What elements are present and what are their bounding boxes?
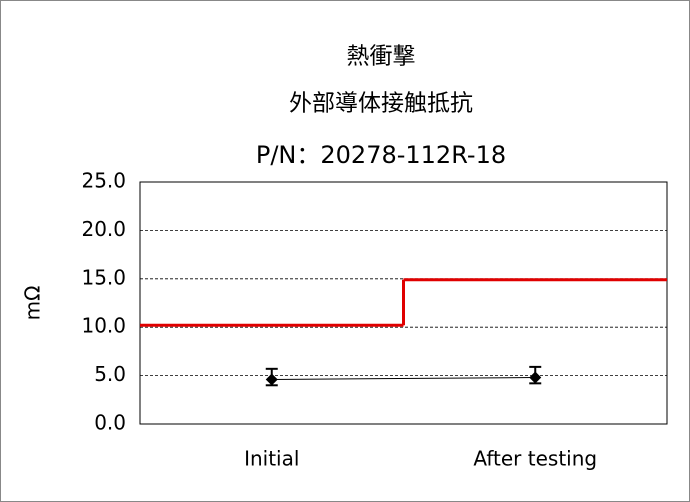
plot-border bbox=[139, 181, 668, 425]
mean-marker bbox=[265, 373, 278, 386]
y-axis-label: mΩ bbox=[21, 286, 45, 321]
part-number: P/N：20278-112R-18 bbox=[256, 141, 506, 169]
x-tick-label: Initial bbox=[244, 447, 299, 471]
mean-marker bbox=[529, 371, 542, 384]
y-tick-label: 5.0 bbox=[94, 362, 126, 386]
chart-subtitle: 外部導体接触抵抗 bbox=[289, 91, 473, 117]
y-tick-label: 15.0 bbox=[81, 265, 126, 289]
chart-title: 熱衝撃 bbox=[347, 44, 416, 70]
y-tick-label: 20.0 bbox=[81, 217, 126, 241]
y-tick-label: 25.0 bbox=[81, 169, 126, 193]
x-tick-label: After testing bbox=[473, 447, 597, 471]
y-tick-label: 0.0 bbox=[94, 411, 126, 435]
y-tick-label: 10.0 bbox=[81, 314, 126, 338]
mean-line bbox=[271, 377, 536, 380]
